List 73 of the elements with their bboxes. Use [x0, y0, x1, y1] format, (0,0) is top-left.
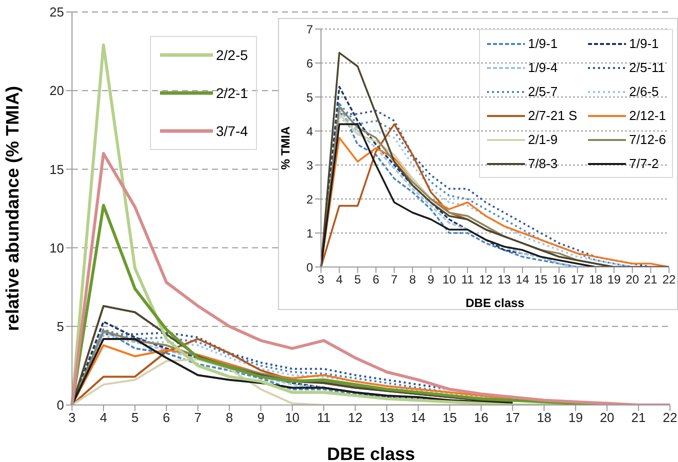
legend-label: 7/12-6	[629, 132, 666, 147]
y-tick-label: 15	[50, 162, 64, 177]
legend-label: 2/1-9	[528, 132, 558, 147]
x-tick-label: 3	[318, 272, 325, 287]
x-tick-label: 16	[552, 272, 566, 287]
x-tick-label: 12	[479, 272, 493, 287]
y-tick-label: 20	[50, 83, 64, 98]
x-axis-title: DBE class	[326, 444, 416, 462]
legend-label: 3/7-4	[216, 123, 248, 139]
x-tick-label: 11	[317, 410, 331, 426]
x-tick-label: 13	[380, 410, 394, 426]
x-tick-label: 10	[285, 410, 300, 426]
x-tick-label: 22	[662, 272, 676, 287]
x-tick-label: 17	[505, 410, 520, 426]
y-tick-label: 7	[306, 22, 314, 36]
x-tick-label: 21	[631, 410, 646, 426]
legend-label: 2/2-1	[216, 85, 248, 101]
x-tick-label: 13	[497, 272, 512, 287]
x-tick-label: 19	[607, 272, 622, 287]
x-tick-label: 5	[354, 272, 362, 287]
x-tick-label: 10	[442, 272, 456, 287]
y-tick-label: 10	[50, 240, 64, 256]
x-tick-label: 14	[410, 410, 426, 426]
legend-label: 1/9-4	[528, 60, 558, 75]
legend-label: 7/7-2	[629, 156, 659, 171]
x-tick-label: 3	[68, 410, 76, 426]
y-tick-label: 1	[306, 226, 314, 240]
x-tick-label: 17	[570, 272, 584, 287]
legend-label: 1/9-1	[629, 36, 659, 51]
x-tick-label: 14	[516, 272, 530, 287]
x-tick-label: 6	[162, 410, 170, 426]
x-tick-label: 18	[589, 272, 603, 287]
y-tick-label: 2	[306, 192, 314, 206]
x-tick-label: 9	[428, 272, 435, 287]
legend-label: 2/5-11	[629, 60, 666, 75]
x-tick-label: 9	[257, 410, 264, 426]
y-tick-label: 6	[306, 56, 314, 70]
x-tick-label: 8	[226, 410, 233, 426]
x-tick-label: 7	[390, 272, 398, 287]
x-tick-label: 7	[194, 410, 202, 426]
x-tick-label: 6	[372, 272, 380, 287]
y-tick-label: 0	[56, 398, 64, 413]
x-tick-label: 16	[474, 410, 488, 426]
legend-label: 2/7-21 S	[528, 108, 578, 123]
x-axis-title: DBE class	[466, 296, 525, 310]
y-axis-title: % TMIA	[278, 126, 292, 170]
x-tick-label: 21	[644, 272, 658, 287]
x-tick-label: 11	[461, 272, 474, 287]
legend-label: 2/2-5	[216, 47, 248, 63]
x-tick-label: 12	[348, 410, 362, 426]
x-tick-label: 15	[534, 272, 548, 287]
legend-label: 2/12-1	[629, 108, 666, 123]
y-tick-label: 5	[56, 319, 64, 334]
x-tick-label: 19	[568, 410, 583, 426]
y-tick-label: 0	[306, 260, 314, 274]
y-tick-label: 5	[306, 90, 314, 104]
x-tick-label: 15	[442, 410, 457, 426]
x-tick-label: 8	[409, 272, 416, 287]
x-tick-label: 4	[336, 272, 343, 287]
y-tick-label: 4	[306, 124, 314, 138]
y-axis-title: relative abundance (% TMIA)	[2, 86, 22, 332]
x-tick-label: 4	[100, 410, 108, 426]
legend-label: 1/9-1	[528, 36, 558, 51]
x-tick-label: 20	[600, 410, 614, 426]
legend-label: 2/6-5	[629, 84, 659, 99]
x-tick-label: 22	[662, 410, 678, 426]
legend-label: 2/5-7	[528, 84, 558, 99]
x-tick-label: 5	[131, 410, 139, 426]
y-tick-label: 3	[306, 158, 314, 172]
x-tick-label: 18	[536, 410, 552, 426]
x-tick-label: 20	[626, 272, 640, 287]
y-tick-label: 25	[50, 4, 64, 20]
legend-label: 7/8-3	[528, 156, 558, 171]
